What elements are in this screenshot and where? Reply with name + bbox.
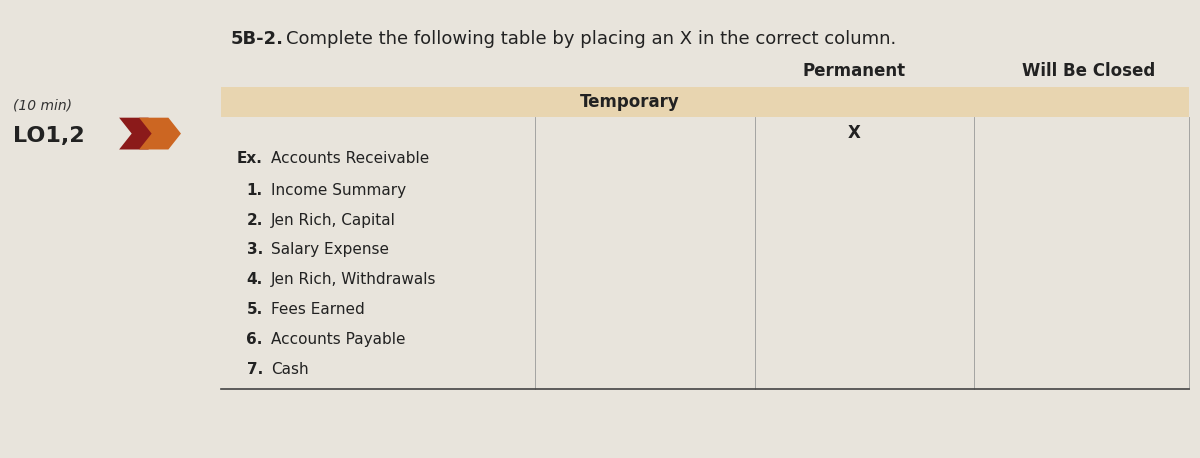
- Text: Jen Rich, Capital: Jen Rich, Capital: [271, 213, 396, 228]
- Text: Income Summary: Income Summary: [271, 183, 406, 198]
- Text: Temporary: Temporary: [580, 93, 680, 111]
- Polygon shape: [119, 118, 161, 149]
- Text: Permanent: Permanent: [803, 62, 906, 80]
- Text: Salary Expense: Salary Expense: [271, 242, 389, 257]
- Text: Accounts Receivable: Accounts Receivable: [271, 151, 430, 166]
- Text: Cash: Cash: [271, 362, 308, 376]
- Text: Accounts Payable: Accounts Payable: [271, 332, 406, 347]
- Text: 2.: 2.: [246, 213, 263, 228]
- Text: Complete the following table by placing an X in the correct column.: Complete the following table by placing …: [286, 30, 896, 48]
- Text: Will Be Closed: Will Be Closed: [1022, 62, 1156, 80]
- Text: 4.: 4.: [246, 272, 263, 287]
- Text: 5.: 5.: [246, 302, 263, 317]
- Text: 3.: 3.: [246, 242, 263, 257]
- Text: Ex.: Ex.: [236, 151, 263, 166]
- Text: X: X: [848, 124, 860, 142]
- Polygon shape: [139, 118, 181, 149]
- Text: (10 min): (10 min): [13, 99, 72, 113]
- Text: 7.: 7.: [246, 362, 263, 376]
- Text: 1.: 1.: [247, 183, 263, 198]
- Text: Jen Rich, Withdrawals: Jen Rich, Withdrawals: [271, 272, 437, 287]
- FancyBboxPatch shape: [221, 87, 1189, 117]
- Text: 6.: 6.: [246, 332, 263, 347]
- Text: 5B-2.: 5B-2.: [230, 30, 284, 48]
- Text: LO1,2: LO1,2: [13, 125, 85, 146]
- Text: Fees Earned: Fees Earned: [271, 302, 365, 317]
